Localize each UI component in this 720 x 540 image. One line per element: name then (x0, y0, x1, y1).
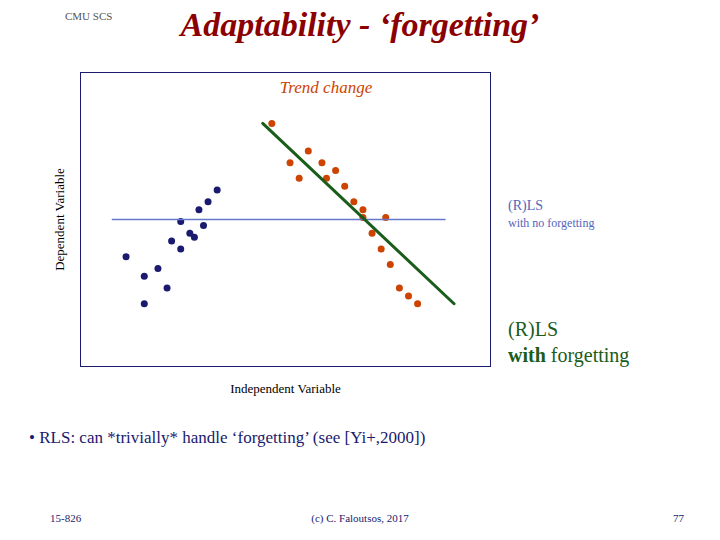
html-text:(R)LS: (R)LS (508, 318, 558, 340)
svg-text:Independent Variable: Independent Variable (230, 381, 341, 396)
html-text:• RLS: can *trivially* handle: • RLS: can *trivially* handle ‘forgettin… (29, 428, 426, 447)
html-text:with forgetting: with forgetting (508, 344, 630, 366)
html-text:77: 77 (673, 512, 684, 524)
html-text:CMU SCS: CMU SCS (65, 10, 113, 22)
svg-text:Dependent Variable: Dependent Variable (52, 168, 67, 271)
html-text:15-826: 15-826 (50, 512, 82, 524)
html-text:with no forgetting: with no forgetting (508, 216, 595, 230)
html-text:(R)LS: (R)LS (508, 198, 543, 213)
html-text:Trend change: Trend change (279, 78, 373, 97)
html-text:Adaptability - ‘forgetting’: Adaptability - ‘forgetting’ (180, 6, 540, 43)
html-text:(c) C. Faloutsos, 2017: (c) C. Faloutsos, 2017 (311, 512, 409, 524)
